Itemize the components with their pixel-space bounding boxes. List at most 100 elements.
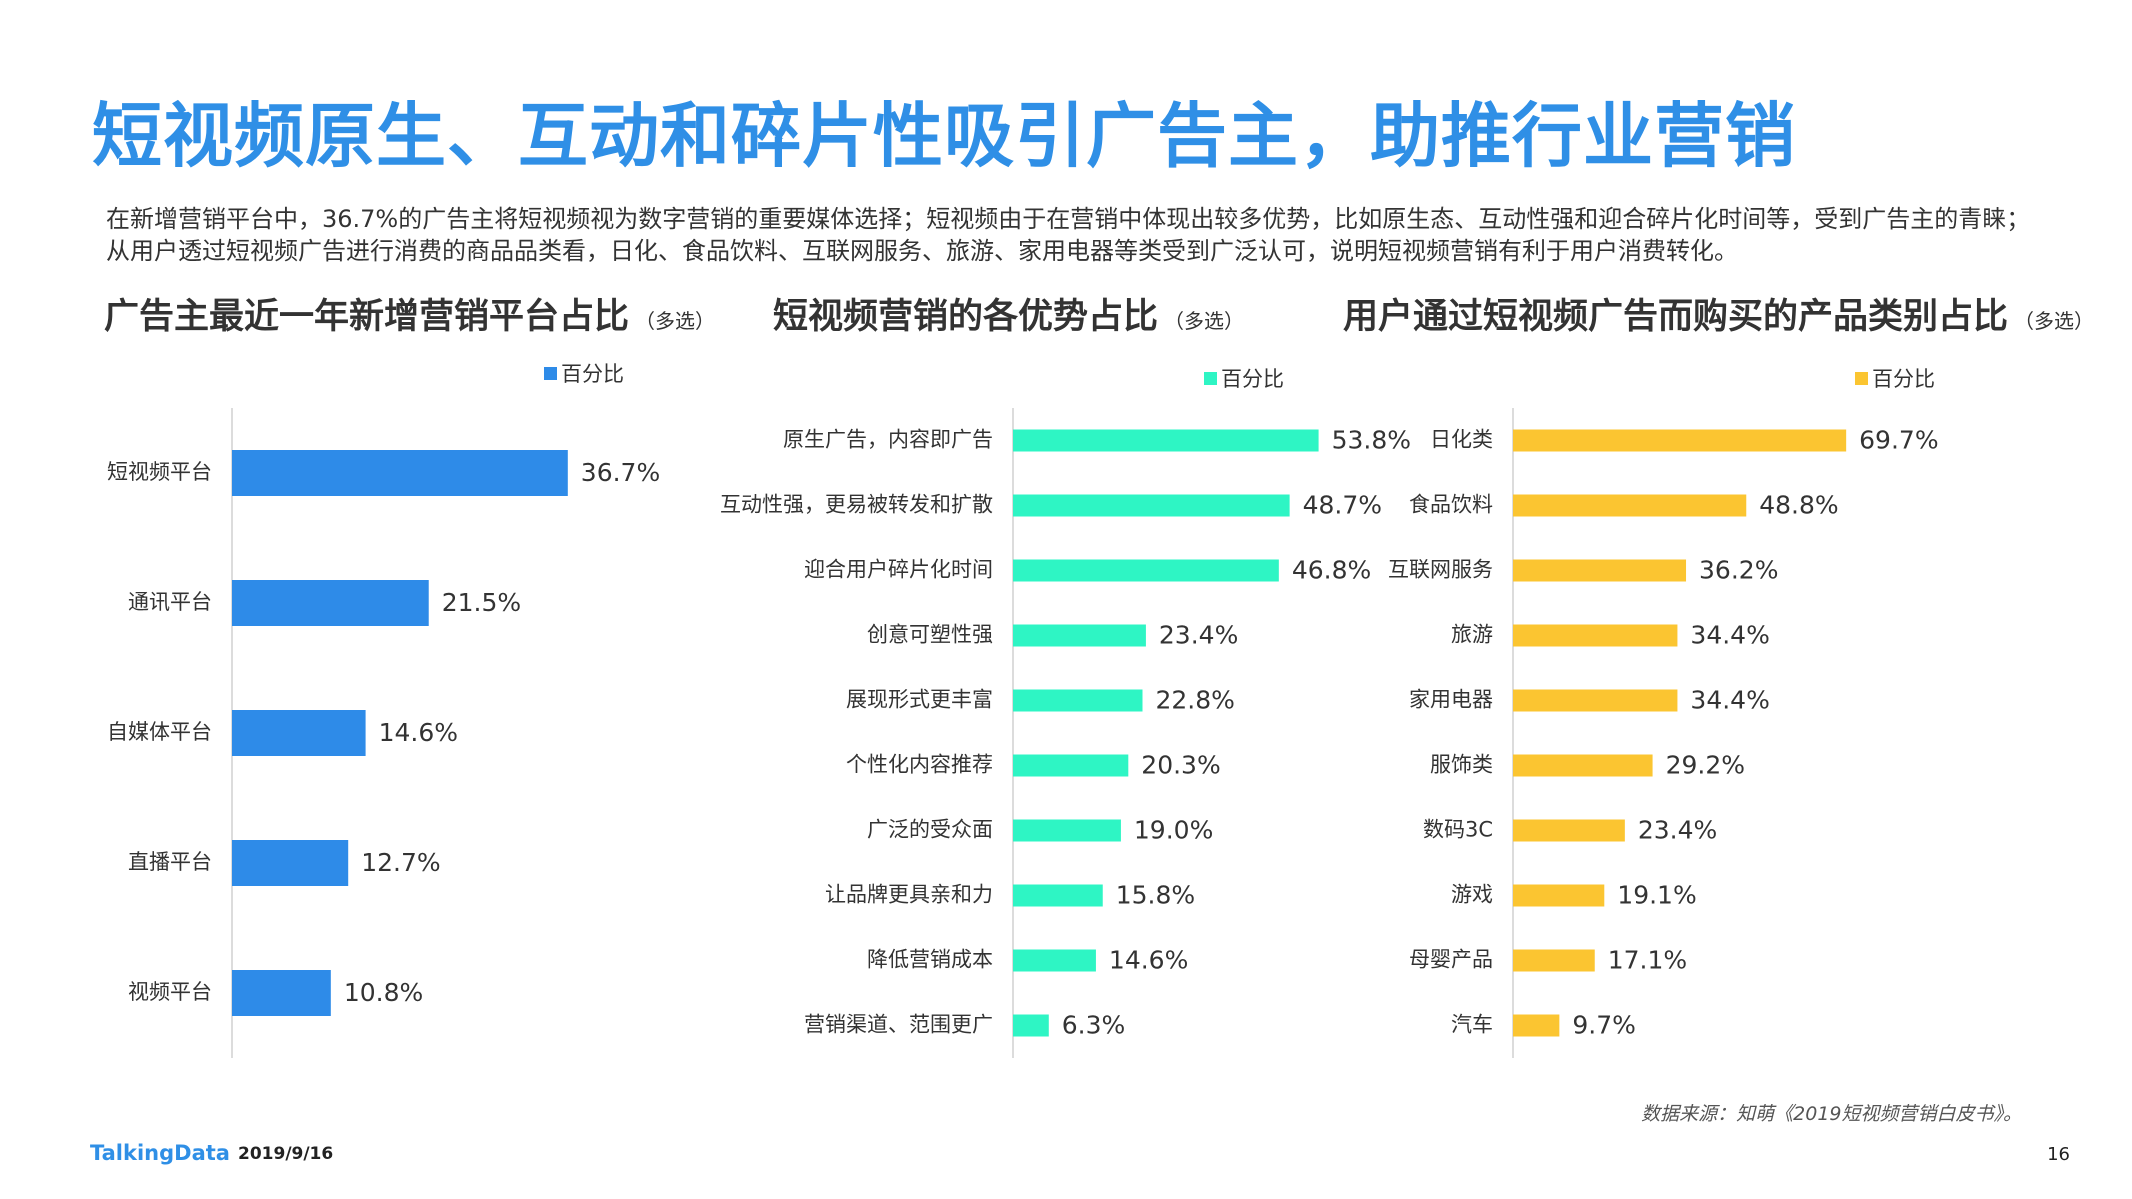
chart1-value-label: 36.7%	[581, 458, 660, 487]
chart2-value-label: 20.3%	[1141, 751, 1220, 780]
chart1-title: 广告主最近一年新增营销平台占比 （多选）	[104, 288, 715, 339]
chart3-category-label: 日化类	[1430, 428, 1493, 452]
chart1-title-text: 广告主最近一年新增营销平台占比	[104, 297, 630, 337]
chart3-value-label: 29.2%	[1666, 751, 1745, 780]
chart3-value-label: 34.4%	[1690, 686, 1769, 715]
chart1-legend-swatch	[544, 366, 557, 380]
chart2-bar	[1013, 624, 1146, 647]
chart3-legend: 百分比	[1855, 363, 1935, 393]
chart2-category-label: 降低营销成本	[867, 948, 993, 972]
chart2-category-label: 迎合用户碎片化时间	[804, 558, 993, 582]
chart2-value-label: 53.8%	[1332, 426, 1411, 455]
chart2-category-label: 营销渠道、范围更广	[804, 1013, 993, 1037]
data-source-note: 数据来源：知萌《2019短视频营销白皮书》。	[1641, 1103, 2022, 1125]
chart1-bar	[232, 580, 429, 626]
chart2-bar	[1013, 819, 1121, 842]
chart1-value-label: 21.5%	[442, 588, 521, 617]
chart2-category-label: 个性化内容推荐	[846, 753, 993, 777]
chart2-legend-swatch	[1204, 371, 1217, 385]
chart3-value-label: 34.4%	[1690, 621, 1769, 650]
chart2-bar	[1013, 754, 1129, 777]
chart3-value-label: 69.7%	[1859, 426, 1938, 455]
chart2-value-label: 46.8%	[1292, 556, 1371, 585]
chart2-value-label: 6.3%	[1062, 1011, 1126, 1040]
footer-date: 2019/9/16	[238, 1144, 334, 1164]
chart2-value-label: 22.8%	[1156, 686, 1235, 715]
chart3-title-text: 用户通过短视频广告而购买的产品类别占比	[1343, 297, 2009, 337]
chart2-bar	[1013, 884, 1103, 907]
chart3-bar	[1513, 819, 1625, 842]
chart3-category-label: 游戏	[1451, 883, 1493, 907]
chart2-category-label: 展现形式更丰富	[846, 688, 993, 712]
chart2-legend: 百分比	[1204, 363, 1284, 393]
chart2-bar	[1013, 429, 1319, 452]
chart2-bar	[1013, 494, 1290, 517]
chart3-category-label: 汽车	[1451, 1013, 1493, 1037]
chart3-legend-label: 百分比	[1872, 367, 1935, 391]
chart3-category-label: 互联网服务	[1388, 558, 1493, 582]
chart1-value-label: 12.7%	[361, 848, 440, 877]
chart3-category-label: 数码3C	[1423, 818, 1493, 842]
chart3-bar	[1513, 429, 1847, 452]
chart1-title-note: （多选）	[635, 309, 716, 333]
chart2-category-label: 让品牌更具亲和力	[825, 883, 993, 907]
chart3-category-label: 母婴产品	[1409, 948, 1493, 972]
chart1-bar	[232, 710, 366, 756]
chart3-title: 用户通过短视频广告而购买的产品类别占比 （多选）	[1343, 288, 2094, 339]
chart2-category-label: 创意可塑性强	[867, 623, 993, 647]
chart3-title-note: （多选）	[2014, 309, 2095, 333]
chart1-category-label: 短视频平台	[107, 460, 212, 484]
chart2-bar	[1013, 689, 1143, 712]
chart1-value-label: 10.8%	[344, 978, 423, 1007]
chart3-value-label: 23.4%	[1638, 816, 1717, 845]
brand-logo: TalkingData	[90, 1141, 230, 1165]
chart2-category-label: 原生广告，内容即广告	[783, 428, 993, 452]
chart3-value-label: 19.1%	[1617, 881, 1696, 910]
chart1-bar	[232, 450, 568, 496]
chart3-category-label: 旅游	[1451, 623, 1493, 647]
chart3-bar	[1513, 494, 1747, 517]
chart3-bar	[1513, 754, 1653, 777]
chart1-category-label: 视频平台	[128, 980, 212, 1004]
chart2-bar	[1013, 949, 1096, 972]
chart2-title: 短视频营销的各优势占比 （多选）	[773, 288, 1244, 339]
chart3-bar	[1513, 559, 1687, 582]
chart3-value-label: 17.1%	[1608, 946, 1687, 975]
page-number: 16	[2047, 1144, 2070, 1165]
chart2-bar	[1013, 1014, 1049, 1037]
chart1-svg: 短视频平台 36.7% 通讯平台 21.5% 自媒体平台 14.6% 直播平台 12.7% 视频…	[107, 408, 660, 1058]
chart2-title-text: 短视频营销的各优势占比	[773, 297, 1159, 337]
chart3-svg: 日化类 69.7% 食品饮料 48.8% 互联网服务 36.2% 旅游 34.4% 家用电器 34…	[1388, 408, 1939, 1058]
intro-paragraph: 在新增营销平台中，36.7%的广告主将短视频视为数字营销的重要媒体选择；短视频由…	[106, 205, 2031, 265]
chart3-value-label: 48.8%	[1759, 491, 1838, 520]
chart2-value-label: 19.0%	[1134, 816, 1213, 845]
chart2-value-label: 48.7%	[1303, 491, 1382, 520]
chart1-category-label: 直播平台	[128, 850, 212, 874]
chart3-legend-swatch	[1855, 371, 1868, 385]
chart1-bar	[232, 840, 349, 886]
chart1-category-label: 自媒体平台	[107, 720, 212, 744]
chart1-legend-label: 百分比	[561, 362, 624, 386]
chart1-bar	[232, 970, 331, 1016]
chart2-value-label: 14.6%	[1109, 946, 1188, 975]
chart3-bar	[1513, 624, 1678, 647]
chart3-bar	[1513, 884, 1605, 907]
chart3-value-label: 36.2%	[1699, 556, 1778, 585]
chart2-svg: 原生广告，内容即广告 53.8% 互动性强，更易被转发和扩散 48.7% 迎合用户碎片化…	[720, 408, 1411, 1058]
chart3-bar	[1513, 689, 1678, 712]
chart1-legend: 百分比	[544, 358, 624, 388]
chart3-value-label: 9.7%	[1572, 1011, 1636, 1040]
chart3-bar	[1513, 949, 1595, 972]
chart2-legend-label: 百分比	[1221, 367, 1284, 391]
chart2-category-label: 广泛的受众面	[867, 818, 993, 842]
chart1-value-label: 14.6%	[379, 718, 458, 747]
chart3-bar	[1513, 1014, 1560, 1037]
chart2-bar	[1013, 559, 1279, 582]
chart3-category-label: 食品饮料	[1409, 493, 1493, 517]
chart2-category-label: 互动性强，更易被转发和扩散	[720, 493, 993, 517]
chart2-value-label: 23.4%	[1159, 621, 1238, 650]
chart2-value-label: 15.8%	[1116, 881, 1195, 910]
page-title: 短视频原生、互动和碎片性吸引广告主，助推行业营销	[92, 95, 1796, 177]
chart2-title-note: （多选）	[1164, 309, 1245, 333]
chart1-category-label: 通讯平台	[128, 590, 212, 614]
